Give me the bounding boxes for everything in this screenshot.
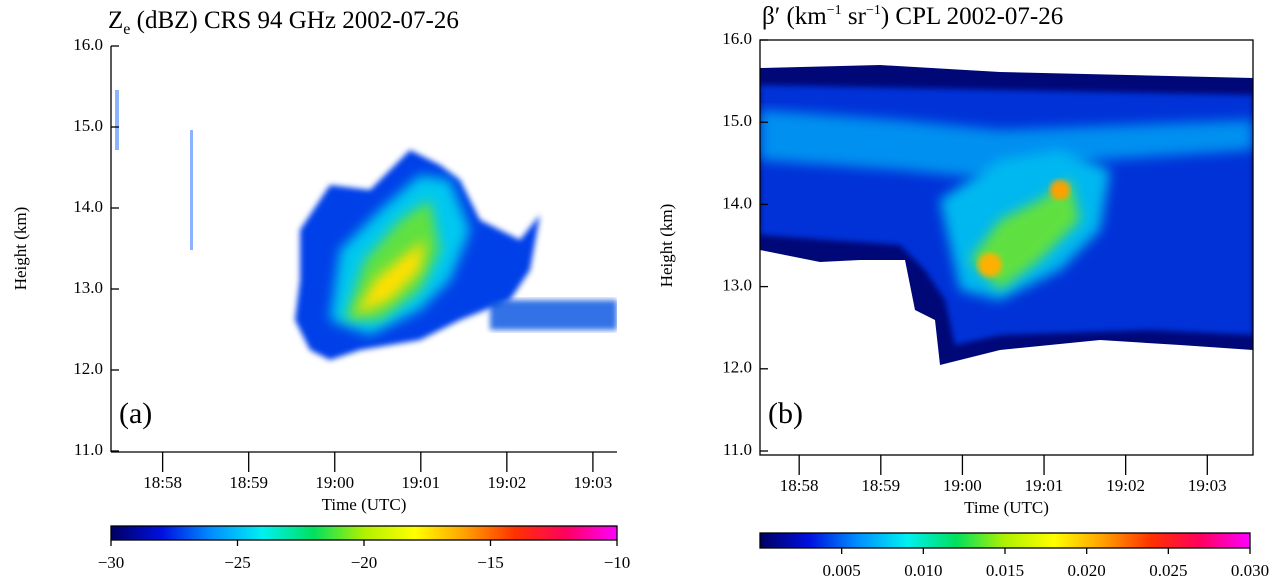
chart-title: β′ (km−1 sr−1) CPL 2002-07-26 bbox=[762, 3, 1063, 30]
y-tick-label: 11.0 bbox=[723, 440, 752, 459]
colorbar-tick-label: −30 bbox=[98, 553, 125, 572]
colorbar-tick-label: 0.015 bbox=[986, 561, 1024, 580]
panel-label: (b) bbox=[768, 397, 803, 430]
x-axis-label: Time (UTC) bbox=[322, 495, 407, 514]
reflectivity-field bbox=[115, 90, 617, 360]
colorbar bbox=[110, 525, 618, 541]
title-part: ) CPL 2002-07-26 bbox=[881, 3, 1063, 30]
x-tick-label: 19:03 bbox=[574, 473, 613, 492]
y-tick-label: 15.0 bbox=[722, 111, 752, 130]
chart-title: Ze (dBZ) CRS 94 GHz 2002-07-26 bbox=[108, 7, 459, 38]
title-part: Z bbox=[108, 7, 123, 34]
y-tick-label: 16.0 bbox=[73, 35, 103, 54]
y-tick-label: 11.0 bbox=[74, 440, 103, 459]
x-tick-label: 19:01 bbox=[1025, 476, 1064, 495]
colorbar-tick-label: 0.025 bbox=[1149, 561, 1187, 580]
x-tick-label: 19:00 bbox=[943, 476, 982, 495]
colorbar-tick-label: −25 bbox=[224, 553, 251, 572]
x-tick-label: 19:01 bbox=[401, 473, 440, 492]
x-tick-label: 18:58 bbox=[780, 476, 819, 495]
title-part: −1 bbox=[827, 3, 842, 18]
colorbar-tick-label: 0.005 bbox=[823, 561, 861, 580]
y-tick-label: 14.0 bbox=[722, 193, 752, 212]
y-axis-label: Height (km) bbox=[11, 207, 30, 291]
x-tick-label: 18:58 bbox=[143, 473, 182, 492]
colorbar-tick-label: −20 bbox=[351, 553, 378, 572]
x-tick-label: 18:59 bbox=[229, 473, 268, 492]
y-tick-label: 12.0 bbox=[73, 359, 103, 378]
y-tick-label: 13.0 bbox=[722, 276, 752, 295]
x-tick-label: 19:02 bbox=[1106, 476, 1145, 495]
y-tick-label: 16.0 bbox=[722, 29, 752, 48]
x-tick-label: 19:00 bbox=[315, 473, 354, 492]
x-tick-label: 19:02 bbox=[487, 473, 526, 492]
plot-frame bbox=[759, 39, 1254, 456]
y-tick-label: 13.0 bbox=[73, 278, 103, 297]
backscatter-field bbox=[760, 65, 1253, 365]
y-axis-label: Height (km) bbox=[657, 204, 676, 288]
title-part: sr bbox=[842, 3, 867, 30]
y-tick-label: 12.0 bbox=[722, 358, 752, 377]
colorbar-tick-label: 0.020 bbox=[1068, 561, 1106, 580]
colorbar-tick-label: 0.010 bbox=[904, 561, 942, 580]
x-tick-label: 18:59 bbox=[861, 476, 900, 495]
title-part: β′ (km bbox=[762, 3, 827, 30]
title-part: −1 bbox=[866, 3, 881, 18]
colorbar-tick-label: 0.030 bbox=[1231, 561, 1269, 580]
panel-label: (a) bbox=[119, 397, 152, 430]
colorbar-tick-label: −15 bbox=[477, 553, 504, 572]
y-tick-label: 15.0 bbox=[73, 116, 103, 135]
colorbar bbox=[759, 532, 1251, 549]
colorbar-tick-label: −10 bbox=[604, 553, 631, 572]
title-part: (dBZ) CRS 94 GHz 2002-07-26 bbox=[130, 7, 458, 34]
y-tick-label: 14.0 bbox=[73, 197, 103, 216]
x-axis-label: Time (UTC) bbox=[964, 498, 1049, 517]
title-part: e bbox=[123, 21, 130, 38]
x-tick-label: 19:03 bbox=[1188, 476, 1227, 495]
